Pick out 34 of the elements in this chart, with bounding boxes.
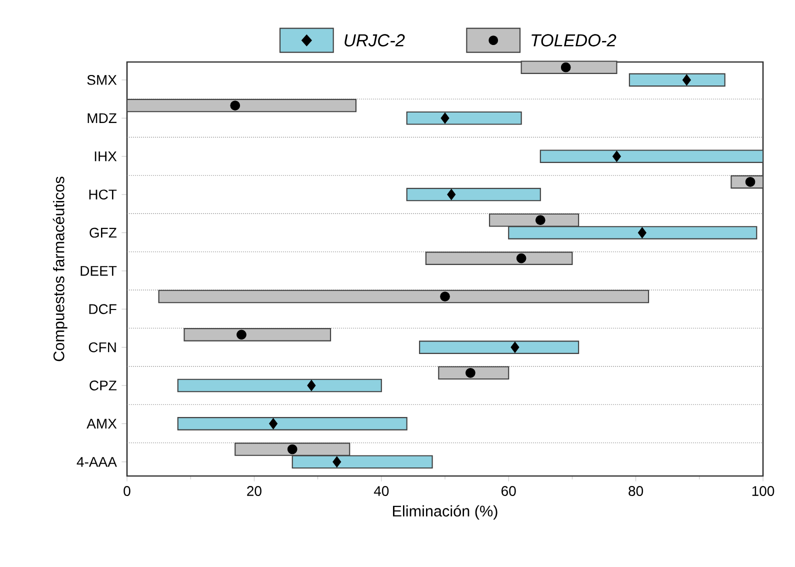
bar [158,290,650,304]
x-tick-label: 60 [502,486,516,496]
y-tick-label: 4-AAA [76,457,117,467]
y-tick-label: AMX [86,418,117,428]
y-tick-label: HCT [89,190,117,200]
y-tick-label: GFZ [90,228,117,238]
bar [425,252,573,265]
bar [419,340,580,354]
x-axis-title: Eliminación (%) [393,505,498,520]
legend-label: TOLEDO-2 [532,34,616,46]
y-tick-label: CPZ [90,380,117,390]
y-tick-label: DEET [80,266,117,276]
bar [520,60,618,74]
legend-label: URJC-2 [344,34,405,46]
bar [628,73,726,87]
x-tick-label: 20 [247,486,262,496]
y-tick-label: IHX [94,152,117,162]
bar [406,111,522,125]
bar [184,328,332,342]
y-tick-label: CFN [88,342,116,352]
bar [540,150,764,163]
x-tick-label: 80 [628,486,644,496]
y-tick-label: MDZ [88,113,117,123]
bar [406,188,541,202]
bar [126,98,356,112]
y-axis-title: Compuestos farmacéuticos [52,176,68,362]
bar [177,417,408,430]
bar [177,378,382,392]
x-tick-label: 100 [752,486,774,496]
y-tick-label: SMX [87,75,117,85]
y-tick-label: DCF [89,304,116,314]
bar [438,366,510,380]
x-tick-label: 40 [374,486,389,496]
x-tick-label: 0 [124,486,130,496]
